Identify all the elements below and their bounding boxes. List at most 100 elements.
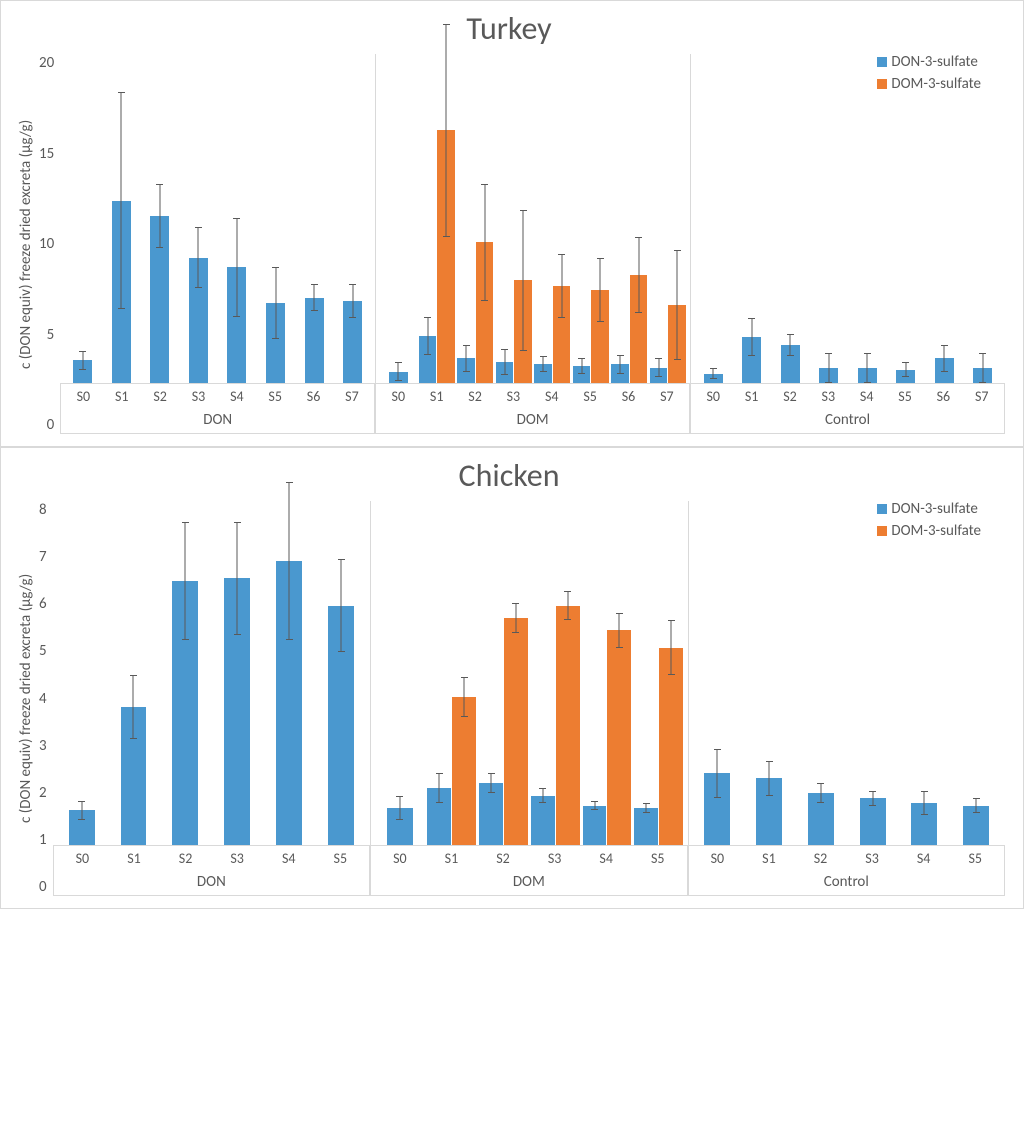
plot-area: [53, 501, 1005, 846]
category-labels: S0S1S2S3S4S5: [370, 846, 687, 867]
category-label: S7: [334, 388, 370, 405]
error-bar: [658, 368, 659, 378]
error-bar: [581, 358, 582, 366]
error-bar: [790, 334, 791, 345]
group-label: DOM: [370, 867, 687, 896]
bar-s2: [504, 618, 528, 845]
error-bar: [121, 92, 122, 200]
bar-slot: [951, 501, 1001, 845]
bar-s1: [704, 374, 723, 384]
category-label: S5: [633, 850, 683, 867]
y-tick-label: 4: [39, 690, 47, 708]
bar-s1: [756, 778, 782, 845]
error-bar: [491, 773, 492, 783]
category-label: S0: [695, 388, 731, 405]
x-axis: S0S1S2S3S4S5S6S7DONS0S1S2S3S4S5S6S7DOMS0…: [60, 384, 1005, 434]
bar-slot: [257, 54, 294, 383]
group-label: Control: [690, 405, 1005, 434]
bar-s1: [343, 301, 362, 383]
error-bar: [341, 559, 342, 606]
bar-s1: [328, 606, 354, 845]
error-bar: [133, 675, 134, 707]
category-labels: S0S1S2S3S4S5: [53, 846, 370, 867]
bar-slot: [419, 54, 455, 383]
bar-s1: [389, 372, 408, 383]
category-label: S1: [109, 850, 159, 867]
plot-wrap: S0S1S2S3S4S5S6S7DONS0S1S2S3S4S5S6S7DOMS0…: [60, 54, 1005, 434]
group-bars: [370, 501, 687, 845]
groups-row: [60, 54, 1005, 383]
group-bars: [60, 54, 375, 383]
error-bar: [399, 796, 400, 808]
error-bar: [944, 358, 945, 371]
bar-slot: [964, 54, 1000, 383]
error-bar: [820, 793, 821, 803]
error-bar: [464, 697, 465, 717]
category-label: S4: [899, 850, 949, 867]
y-axis: 20151050: [39, 54, 60, 434]
error-bar: [446, 130, 447, 236]
group-DOM: [370, 501, 687, 845]
error-bar: [523, 280, 524, 350]
bar-s2: [630, 275, 648, 383]
bar-s1: [479, 783, 503, 845]
category-label: S2: [142, 388, 178, 405]
error-bar: [769, 778, 770, 795]
category-label: S3: [495, 388, 531, 405]
error-bar: [439, 773, 440, 788]
bar-s1: [496, 362, 514, 383]
error-bar: [275, 303, 276, 339]
bar-slot: [264, 501, 314, 845]
bar-s1: [573, 366, 591, 383]
group-Control: [690, 54, 1005, 383]
group-labels: S0S1S2S3S4S5DOM: [370, 846, 687, 896]
error-bar: [341, 606, 342, 653]
bar-s1: [266, 303, 285, 383]
group-labels: S0S1S2S3S4S5Control: [688, 846, 1005, 896]
error-bar: [905, 362, 906, 370]
error-bar: [504, 362, 505, 375]
error-bar: [484, 242, 485, 301]
bar-s1: [704, 773, 730, 845]
error-bar: [185, 522, 186, 581]
bar-s1: [611, 364, 629, 383]
bar-s1: [634, 808, 658, 845]
error-bar: [121, 201, 122, 309]
group-bars: [688, 501, 1005, 845]
bar-slot: [849, 54, 885, 383]
y-axis-label: c (DON equiv) freeze dried excreta (µg/g…: [13, 501, 39, 896]
group-label: DON: [53, 867, 370, 896]
error-bar: [542, 796, 543, 803]
error-bar: [439, 788, 440, 803]
bar-slot: [772, 54, 808, 383]
group-label: Control: [688, 867, 1005, 896]
bar-slot: [219, 54, 256, 383]
error-bar: [159, 184, 160, 216]
group-labels: S0S1S2S3S4S5S6S7Control: [690, 384, 1005, 434]
error-bar: [82, 360, 83, 370]
y-tick-label: 1: [39, 831, 47, 849]
category-label: S0: [58, 850, 108, 867]
y-axis-label: c (DON equiv) freeze dried excreta (µg/g…: [13, 54, 39, 434]
error-bar: [594, 806, 595, 811]
bar-slot: [734, 54, 770, 383]
chart-body: c (DON equiv) freeze dried excreta (µg/g…: [13, 501, 1005, 896]
error-bar: [872, 798, 873, 805]
error-bar: [638, 275, 639, 313]
y-tick-label: 0: [39, 878, 47, 896]
error-bar: [81, 801, 82, 811]
bar-s1: [860, 798, 886, 845]
group-label: DON: [60, 405, 375, 434]
bar-s2: [476, 242, 494, 383]
bar-s1: [73, 360, 92, 383]
chart-title: Turkey: [13, 9, 1005, 48]
error-bar: [314, 298, 315, 311]
category-label: S0: [380, 388, 416, 405]
bar-slot: [57, 501, 107, 845]
bar-s1: [650, 368, 668, 383]
error-bar: [924, 803, 925, 815]
bar-slot: [744, 501, 794, 845]
y-tick-label: 6: [39, 595, 47, 613]
error-bar: [677, 250, 678, 305]
group-labels: S0S1S2S3S4S5S6S7DON: [60, 384, 375, 434]
